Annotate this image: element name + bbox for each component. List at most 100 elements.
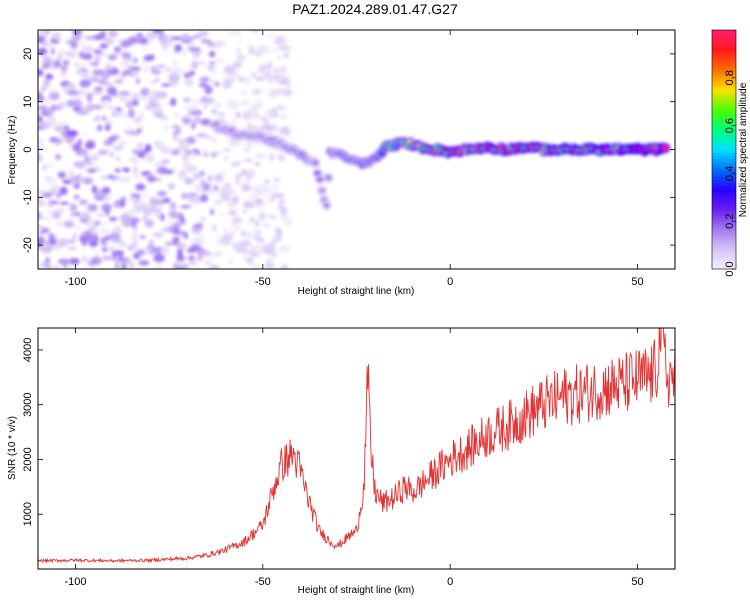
heatmap-noise-blob bbox=[104, 197, 110, 202]
heatmap-noise-blob bbox=[273, 185, 279, 193]
heatmap-noise-blob bbox=[145, 218, 152, 225]
heatmap-noise-blob bbox=[253, 161, 261, 167]
heatmap-noise-blob bbox=[131, 71, 140, 76]
heatmap-noise-blob bbox=[99, 30, 106, 39]
colorbar-cell bbox=[712, 140, 736, 145]
heatmap-noise-blob bbox=[45, 107, 55, 115]
colorbar-cell bbox=[712, 62, 736, 67]
heatmap-noise-blob bbox=[62, 60, 70, 66]
heatmap-noise-blob bbox=[113, 250, 125, 256]
heatmap-noise-blob bbox=[108, 136, 117, 141]
heatmap-noise-blob bbox=[211, 109, 216, 114]
heatmap-noise-blob bbox=[246, 142, 253, 148]
colorbar-frame bbox=[711, 29, 737, 270]
heatmap-noise-blob bbox=[169, 201, 177, 211]
heatmap-noise-blob bbox=[173, 61, 178, 66]
heatmap-noise-blob bbox=[243, 148, 250, 152]
heatmap-noise-blob bbox=[182, 264, 189, 269]
heatmap-noise-blob bbox=[182, 50, 187, 55]
heatmap-noise-blob bbox=[38, 115, 44, 124]
heatmap-noise-blob bbox=[120, 72, 127, 77]
heatmap-noise-blob bbox=[138, 260, 150, 266]
heatmap-noise-blob bbox=[109, 152, 115, 158]
colorbar-cell bbox=[712, 248, 736, 252]
heatmap-noise-blob bbox=[264, 262, 275, 269]
heatmap-noise-blob bbox=[128, 198, 140, 202]
heatmap-noise-blob bbox=[66, 99, 78, 108]
spectrogram-y-tick-label: -10 bbox=[22, 189, 34, 205]
heatmap-noise-blob bbox=[38, 138, 44, 143]
heatmap-noise-blob bbox=[278, 244, 288, 253]
heatmap-noise-blob bbox=[119, 141, 127, 146]
snr-x-tick-label: 0 bbox=[447, 576, 453, 588]
heatmap-noise-blob bbox=[224, 182, 231, 187]
heatmap-noise-blob bbox=[193, 184, 205, 192]
heatmap-noise-blob bbox=[108, 30, 118, 38]
heatmap-noise-blob bbox=[229, 141, 240, 147]
heatmap-noise-blob bbox=[250, 244, 256, 253]
heatmap-noise-blob bbox=[199, 216, 206, 223]
heatmap-noise-blob bbox=[241, 184, 252, 192]
heatmap-noise-blob bbox=[91, 256, 102, 266]
heatmap-noise-blob bbox=[213, 174, 224, 183]
colorbar-cell bbox=[712, 56, 736, 61]
heatmap-noise-blob bbox=[42, 56, 53, 64]
heatmap-noise-blob bbox=[156, 191, 167, 197]
colorbar-cell bbox=[712, 161, 736, 165]
heatmap-noise-blob bbox=[57, 238, 69, 247]
heatmap-noise-blob bbox=[232, 216, 242, 225]
heatmap-ridge-cell bbox=[661, 145, 669, 151]
heatmap-noise-blob bbox=[101, 71, 111, 80]
heatmap-noise-blob bbox=[194, 222, 204, 229]
heatmap-noise-blob bbox=[175, 125, 181, 135]
heatmap-noise-blob bbox=[66, 39, 71, 45]
heatmap-noise-blob bbox=[264, 179, 270, 184]
heatmap-noise-blob bbox=[121, 59, 130, 68]
heatmap-noise-blob bbox=[231, 118, 237, 127]
colorbar-cell bbox=[712, 188, 736, 192]
heatmap-noise-blob bbox=[103, 241, 108, 247]
heatmap-noise-blob bbox=[155, 77, 160, 82]
heatmap-noise-blob bbox=[256, 154, 268, 158]
colorbar-cell bbox=[712, 242, 736, 246]
heatmap-noise-blob bbox=[241, 89, 247, 96]
heatmap-noise-blob bbox=[160, 247, 170, 255]
heatmap-noise-blob bbox=[67, 246, 78, 251]
heatmap-noise-blob bbox=[267, 61, 273, 71]
heatmap-noise-blob bbox=[181, 192, 187, 200]
heatmap-noise-blob bbox=[41, 261, 48, 268]
heatmap-noise-blob bbox=[45, 73, 54, 81]
heatmap-noise-blob bbox=[272, 47, 282, 52]
heatmap-noise-blob bbox=[114, 168, 121, 173]
heatmap-noise-blob bbox=[204, 97, 215, 104]
heatmap-noise-blob bbox=[152, 231, 164, 238]
heatmap-noise-blob bbox=[38, 91, 43, 97]
colorbar-cell bbox=[712, 116, 736, 121]
colorbar-cell bbox=[712, 131, 736, 136]
heatmap-noise-blob bbox=[68, 89, 79, 96]
colorbar-cell bbox=[712, 179, 736, 183]
heatmap-noise-blob bbox=[110, 234, 121, 243]
heatmap-noise-blob bbox=[151, 103, 161, 107]
heatmap-noise-blob bbox=[192, 49, 201, 59]
snr-x-tick-label: -100 bbox=[64, 576, 86, 588]
heatmap-noise-blob bbox=[177, 173, 188, 181]
heatmap-noise-blob bbox=[247, 122, 252, 130]
heatmap-noise-blob bbox=[133, 175, 141, 180]
heatmap-noise-blob bbox=[70, 40, 77, 49]
heatmap-noise-blob bbox=[147, 90, 159, 100]
colorbar-cell bbox=[712, 80, 736, 85]
heatmap-noise-blob bbox=[160, 213, 165, 222]
colorbar-cell bbox=[712, 245, 736, 249]
colorbar-cell bbox=[712, 149, 736, 153]
heatmap-noise-blob bbox=[276, 104, 286, 111]
heatmap-noise-blob bbox=[155, 262, 163, 269]
heatmap-noise-blob bbox=[127, 130, 137, 136]
heatmap-noise-blob bbox=[249, 170, 256, 176]
heatmap-noise-blob bbox=[231, 196, 240, 204]
heatmap-noise-blob bbox=[177, 138, 188, 144]
heatmap-noise-blob bbox=[136, 249, 146, 256]
heatmap-noise-blob bbox=[73, 194, 80, 200]
heatmap-noise-blob bbox=[236, 47, 242, 54]
heatmap-noise-blob bbox=[128, 155, 140, 164]
